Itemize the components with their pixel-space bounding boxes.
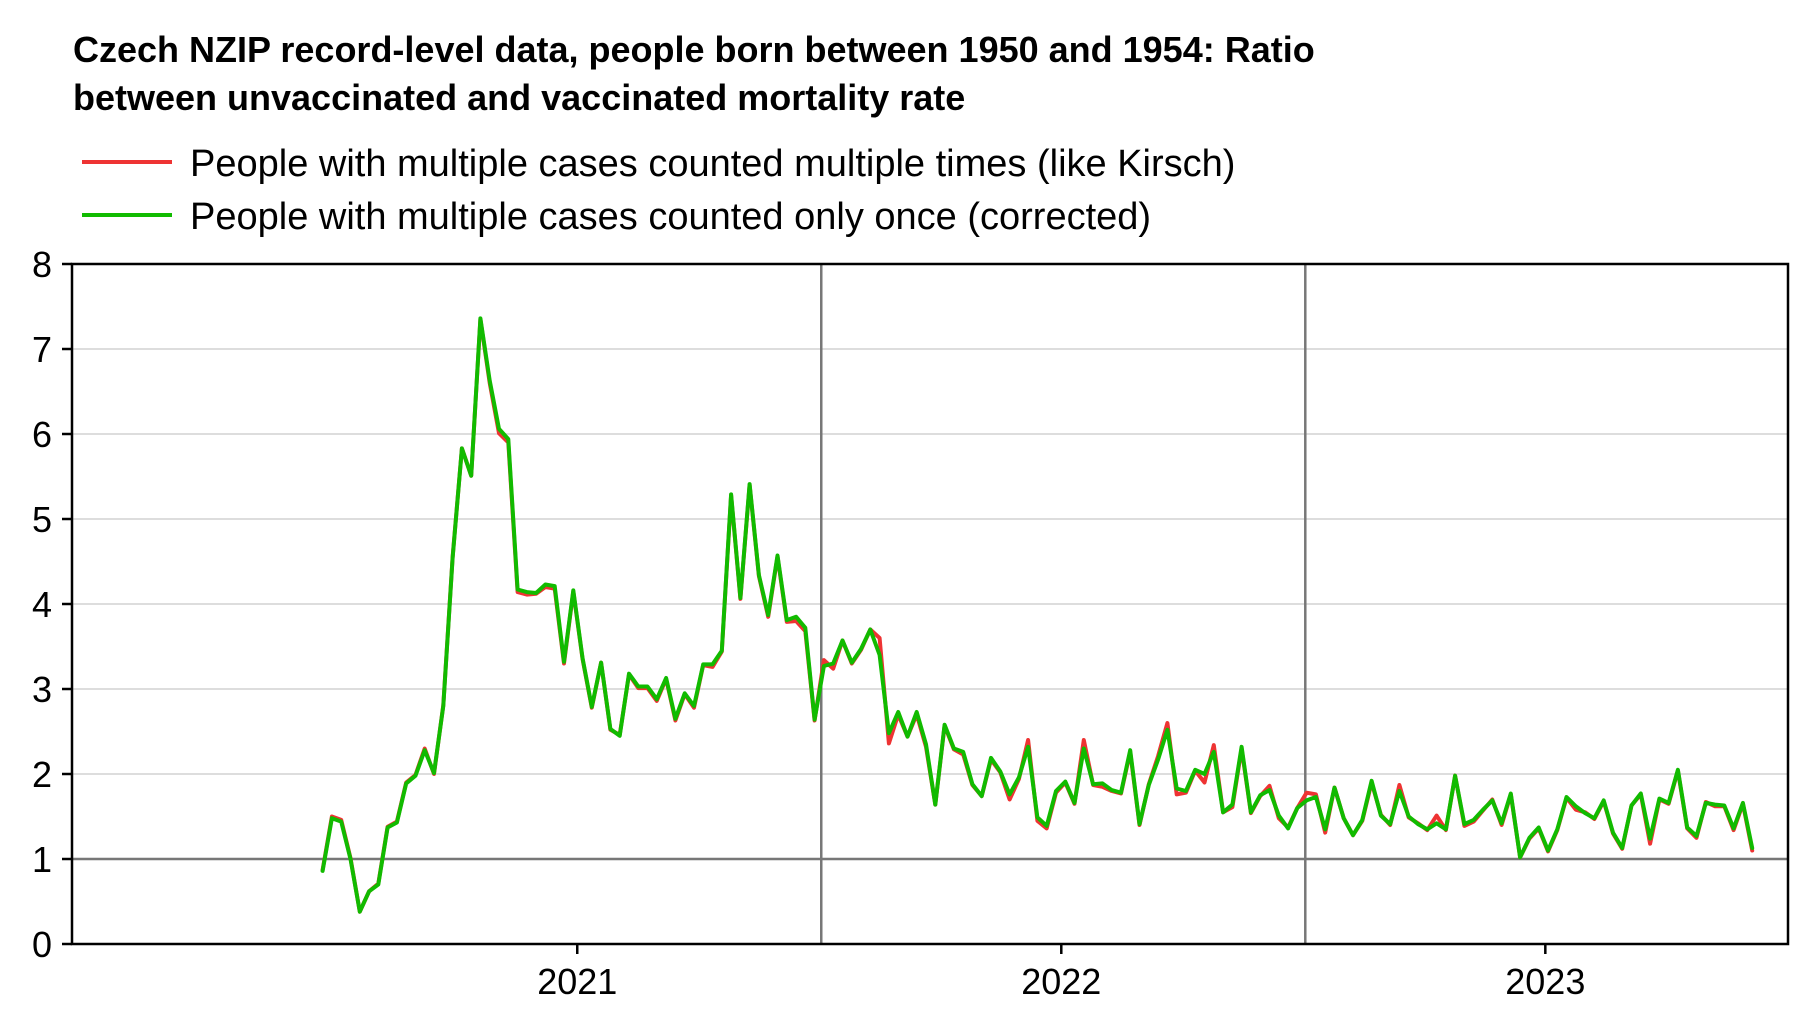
legend-label-counted-once: People with multiple cases counted only … [190, 196, 1151, 238]
y-tick-layer: 0 1 2 3 4 5 6 7 8 [32, 244, 72, 965]
y-tick-label: 8 [32, 244, 52, 285]
chart-title-line-1: Czech NZIP record-level data, people bor… [73, 29, 1315, 70]
y-tick-label: 7 [32, 329, 52, 370]
x-tick-label: 2022 [1021, 961, 1101, 1002]
y-tick-label: 3 [32, 669, 52, 710]
y-tick-label: 4 [32, 584, 52, 625]
legend-label-multiple-times: People with multiple cases counted multi… [190, 143, 1235, 185]
y-tick-label: 1 [32, 839, 52, 880]
chart-title-line-2: between unvaccinated and vaccinated mort… [73, 77, 965, 118]
year-divider-layer [820, 264, 1307, 944]
x-tick-layer: 2021 2022 2023 [537, 944, 1585, 1002]
y-tick-label: 0 [32, 924, 52, 965]
x-tick-label: 2023 [1505, 961, 1585, 1002]
series-line-multiple-times [320, 317, 1755, 914]
y-tick-label: 5 [32, 499, 52, 540]
series-layer [320, 316, 1755, 914]
y-tick-label: 6 [32, 414, 52, 455]
series-line-counted-once [320, 316, 1755, 914]
legend: People with multiple cases counted multi… [82, 143, 1235, 238]
x-tick-label: 2021 [537, 961, 617, 1002]
y-tick-label: 2 [32, 754, 52, 795]
